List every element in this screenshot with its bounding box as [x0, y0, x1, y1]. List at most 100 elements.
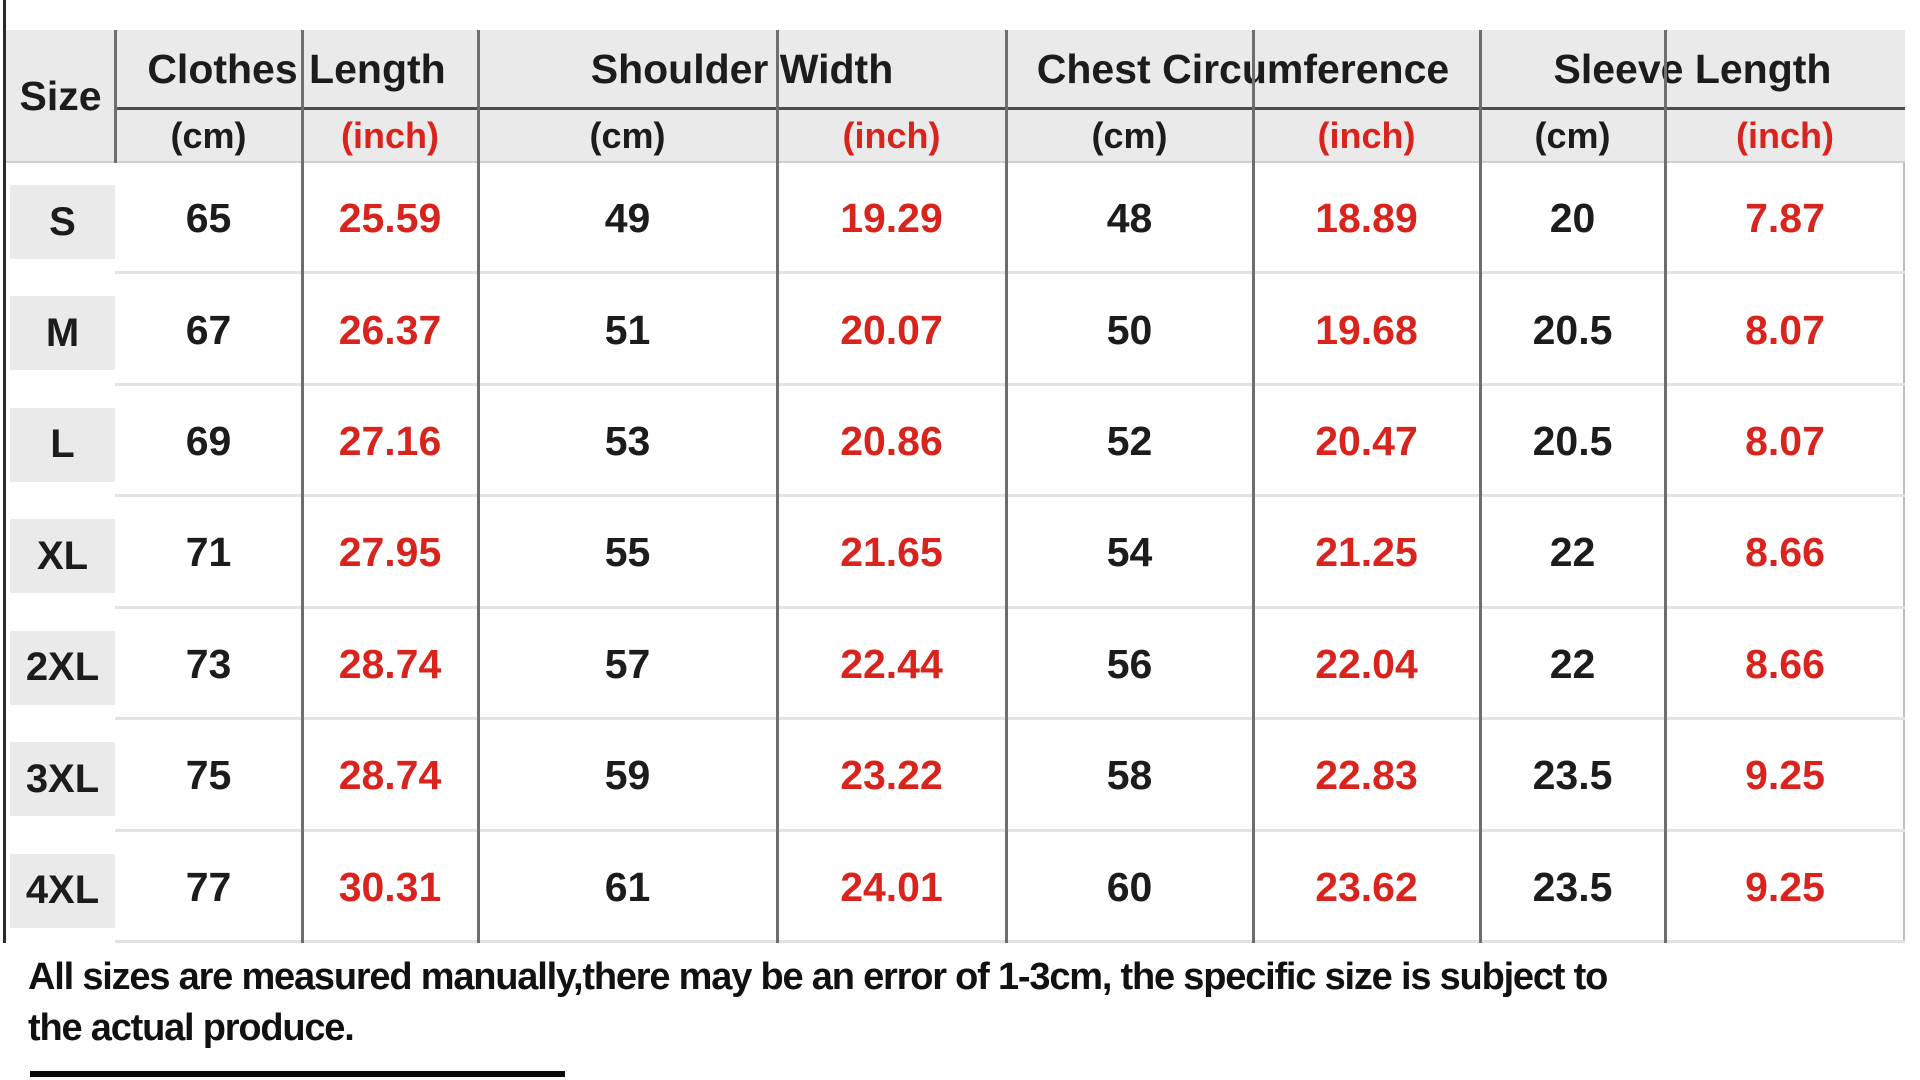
header-group-4: Sleeve Length: [1553, 45, 1832, 92]
size-chart-table: Size Clothes Length Shoulder Width Chest C…: [6, 30, 1905, 943]
value-cell-inch: 28.74: [338, 752, 442, 799]
value-cell-cm: 57: [604, 640, 651, 687]
header-unit-cm: (cm): [1091, 114, 1168, 156]
value-cell-cm: 69: [185, 418, 232, 465]
value-cell-cm: 55: [604, 529, 651, 576]
value-cell-cm: 61: [604, 863, 651, 910]
header-unit-inch: (inch): [842, 114, 941, 156]
header-group-1: Clothes Length: [147, 45, 446, 92]
size-label: XL: [10, 519, 115, 594]
header-unit-cm: (cm): [170, 114, 247, 156]
size-label: 2XL: [10, 630, 115, 705]
value-cell-cm: 67: [185, 306, 232, 353]
value-cell-inch: 28.74: [338, 640, 442, 687]
value-cell-inch: 30.31: [338, 863, 442, 910]
value-cell-inch: 22.44: [840, 640, 943, 687]
header-group-2: Shoulder Width: [590, 45, 894, 92]
value-cell-inch: 24.01: [840, 863, 943, 910]
value-cell-inch: 7.87: [1745, 195, 1825, 242]
value-cell-inch: 8.66: [1745, 640, 1825, 687]
value-cell-cm: 22: [1549, 529, 1596, 576]
column-divider: [1664, 30, 1667, 943]
row-separator: [115, 828, 1905, 832]
table-right-border: [1903, 30, 1905, 943]
value-cell-cm: 54: [1106, 529, 1153, 576]
table-left-border: [3, 0, 6, 943]
value-cell-cm: 77: [185, 863, 232, 910]
size-label: 3XL: [10, 742, 115, 817]
value-cell-cm: 65: [185, 195, 232, 242]
value-cell-cm: 75: [185, 752, 232, 799]
table-row: 3XL 75 28.74 59 23.22 58 22.83 23.5 9.25: [6, 720, 1905, 832]
value-cell-inch: 22.04: [1315, 640, 1418, 687]
value-cell-cm: 51: [604, 306, 651, 353]
footer-note-line1: All sizes are measured manually,there ma…: [28, 956, 1608, 998]
table-header: Size Clothes Length Shoulder Width Chest C…: [6, 30, 1905, 163]
value-cell-inch: 8.66: [1745, 529, 1825, 576]
value-cell-inch: 23.62: [1315, 863, 1418, 910]
size-label: M: [10, 296, 115, 371]
value-cell-inch: 9.25: [1745, 752, 1825, 799]
value-cell-cm: 23.5: [1532, 752, 1613, 799]
value-cell-inch: 26.37: [338, 306, 442, 353]
header-unit-inch: (inch): [1736, 114, 1834, 156]
value-cell-inch: 21.25: [1315, 529, 1418, 576]
value-cell-inch: 20.86: [840, 418, 943, 465]
value-cell-inch: 8.07: [1745, 418, 1825, 465]
value-cell-cm: 48: [1106, 195, 1153, 242]
column-divider: [1005, 30, 1008, 943]
value-cell-inch: 18.89: [1315, 195, 1418, 242]
footer-note: All sizes are measured manually,there ma…: [28, 952, 1908, 1054]
row-separator: [115, 494, 1905, 498]
value-cell-cm: 50: [1106, 306, 1153, 353]
column-divider: [1479, 30, 1482, 943]
header-group-3: Chest Circumference: [1036, 45, 1450, 92]
footer-note-line2: the actual produce.: [28, 1007, 355, 1049]
value-cell-inch: 20.47: [1315, 418, 1418, 465]
header-size: Size: [19, 73, 102, 119]
value-cell-cm: 60: [1106, 863, 1153, 910]
header-bottom-line: [6, 161, 1905, 163]
value-cell-cm: 71: [185, 529, 232, 576]
header-unit-cm: (cm): [589, 114, 666, 156]
value-cell-cm: 20.5: [1532, 418, 1613, 465]
value-cell-cm: 49: [604, 195, 651, 242]
value-cell-cm: 58: [1106, 752, 1153, 799]
value-cell-cm: 59: [604, 752, 651, 799]
header-unit-inch: (inch): [341, 114, 439, 156]
table-row: M 67 26.37 51 20.07 50 19.68 20.5 8.07: [6, 274, 1905, 386]
row-separator: [115, 939, 1905, 943]
value-cell-inch: 21.65: [840, 529, 943, 576]
value-cell-inch: 19.68: [1315, 306, 1418, 353]
value-cell-inch: 20.07: [840, 306, 943, 353]
size-label: S: [10, 185, 115, 259]
row-separator: [115, 271, 1905, 275]
row-separator: [115, 717, 1905, 721]
value-cell-cm: 56: [1106, 640, 1153, 687]
value-cell-inch: 8.07: [1745, 306, 1825, 353]
value-cell-inch: 23.22: [840, 752, 943, 799]
value-cell-cm: 22: [1549, 640, 1596, 687]
table-row: 4XL 77 30.31 61 24.01 60 23.62 23.5 9.25: [6, 832, 1905, 943]
header-group-underline: [115, 107, 1905, 110]
value-cell-cm: 73: [185, 640, 232, 687]
value-cell-inch: 27.16: [338, 418, 442, 465]
table-row: 2XL 73 28.74 57 22.44 56 22.04 22 8.66: [6, 609, 1905, 721]
value-cell-inch: 27.95: [338, 529, 442, 576]
column-divider: [114, 30, 117, 163]
value-cell-inch: 25.59: [338, 195, 442, 242]
header-unit-inch: (inch): [1317, 114, 1416, 156]
value-cell-cm: 52: [1106, 418, 1153, 465]
size-label: L: [10, 407, 115, 482]
column-divider: [1252, 30, 1255, 943]
value-cell-cm: 23.5: [1532, 863, 1613, 910]
value-cell-inch: 22.83: [1315, 752, 1418, 799]
column-divider: [776, 30, 779, 943]
value-cell-cm: 20.5: [1532, 306, 1613, 353]
size-label: 4XL: [10, 853, 115, 928]
row-separator: [115, 382, 1905, 386]
table-row: S 65 25.59 49 19.29 48 18.89 20 7.87: [6, 163, 1905, 275]
column-divider: [477, 30, 480, 943]
value-cell-cm: 20: [1549, 195, 1596, 242]
